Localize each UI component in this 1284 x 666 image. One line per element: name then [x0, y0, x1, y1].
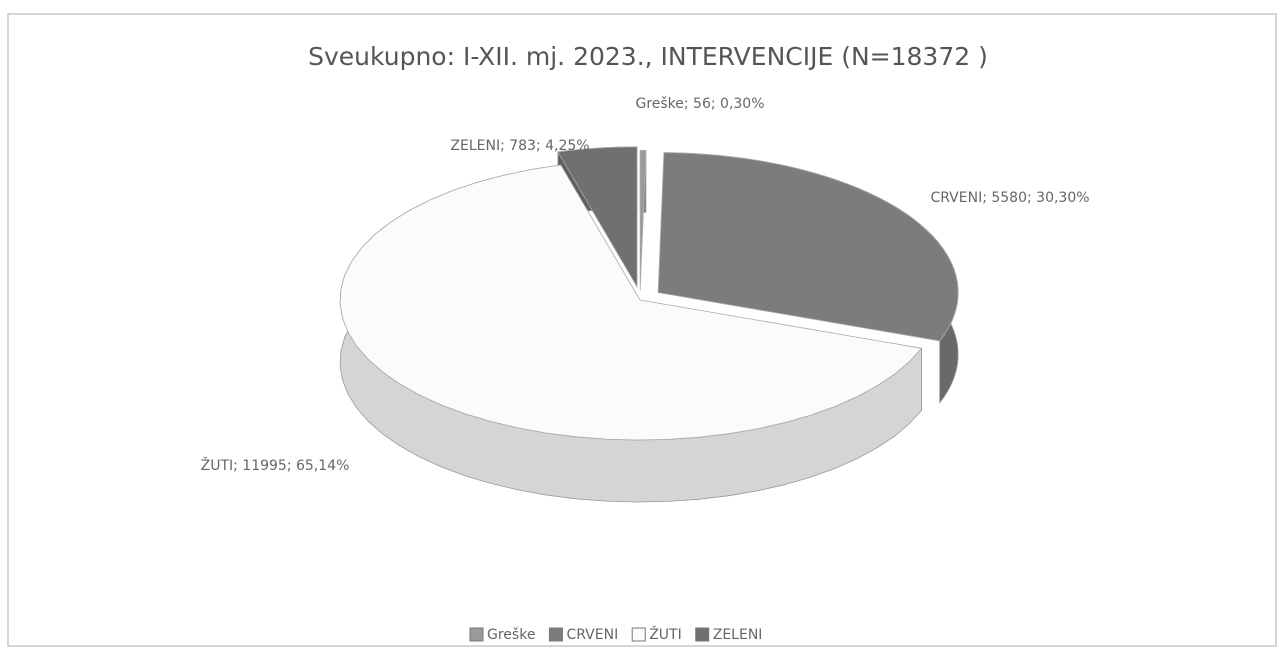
legend-swatch — [631, 627, 646, 642]
legend-swatch — [548, 627, 563, 642]
data-label: ZELENI; 783; 4,25% — [450, 138, 589, 154]
data-label: ŽUTI; 11995; 65,14% — [201, 456, 350, 474]
pie-slice — [557, 146, 638, 289]
pie-slice — [339, 164, 923, 441]
pie-slice — [657, 152, 959, 342]
legend-swatch — [469, 627, 484, 642]
chart-title: Sveukupno: I-XII. mj. 2023., INTERVENCIJ… — [308, 42, 988, 71]
legend-label: CRVENI — [566, 627, 618, 643]
data-label: Greške; 56; 0,30% — [635, 96, 764, 112]
data-label: CRVENI; 5580; 30,30% — [930, 190, 1089, 206]
legend-swatch — [695, 627, 710, 642]
pie-slice — [639, 150, 647, 291]
legend-label: ŽUTI — [649, 625, 682, 643]
legend-label: Greške — [487, 627, 535, 643]
legend-label: ZELENI — [713, 627, 763, 643]
legend: Greške CRVENI ŽUTI ZELENI — [469, 625, 763, 643]
